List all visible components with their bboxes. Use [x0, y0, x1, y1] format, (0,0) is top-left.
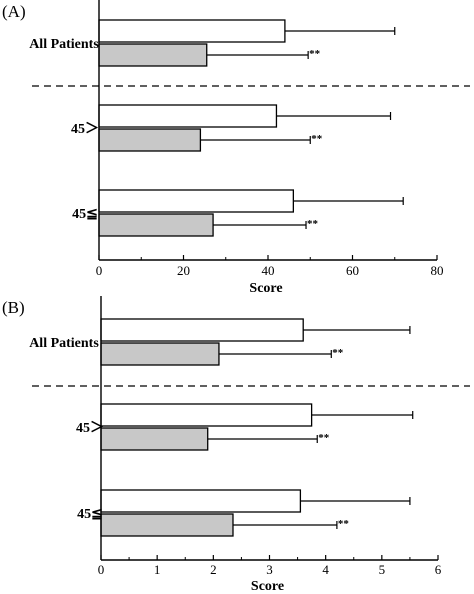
bar — [98, 19, 286, 43]
x-tick-label: 40 — [262, 263, 275, 278]
category-label: All Patients — [29, 37, 99, 52]
bar — [98, 43, 208, 67]
significance-marker: ** — [309, 48, 321, 60]
x-tick-label: 2 — [210, 562, 217, 577]
x-axis-title: Score — [249, 281, 282, 296]
significance-marker: ** — [338, 518, 350, 530]
bar — [100, 427, 209, 451]
panel-label: (B) — [2, 298, 25, 317]
bar — [100, 403, 313, 427]
significance-marker: ** — [311, 133, 323, 145]
x-tick-label: 1 — [154, 562, 161, 577]
significance-marker: ** — [318, 432, 330, 444]
chart-panel-a: (A) ** ** ** All Patients 45＞ 45≦ 0 20 40 60 80 Scor… — [2, 0, 470, 296]
x-tick-label: 0 — [98, 562, 105, 577]
panel-label: (A) — [2, 2, 26, 21]
category-label: 45≦ — [77, 507, 103, 522]
category-label: 45＞ — [71, 122, 99, 137]
bar — [100, 318, 304, 342]
x-axis-title: Score — [251, 579, 284, 594]
bar — [100, 342, 220, 366]
x-tick-label: 0 — [96, 263, 103, 278]
category-label: 45≦ — [72, 207, 98, 222]
x-tick-label: 80 — [431, 263, 444, 278]
bar — [98, 189, 295, 213]
category-label: All Patients — [29, 336, 99, 351]
bar — [98, 104, 278, 128]
significance-marker: ** — [307, 218, 319, 230]
significance-marker: ** — [332, 347, 344, 359]
x-tick-label: 20 — [177, 263, 190, 278]
x-tick-label: 4 — [322, 562, 329, 577]
bar — [98, 128, 202, 152]
x-tick-label: 5 — [379, 562, 386, 577]
category-label: 45＞ — [76, 421, 104, 436]
chart-panel-b: (B) ** ** ** All Patients 45＞ 45≦ 0 1 2 3 4 5 6 Score — [2, 296, 470, 594]
bar — [100, 513, 234, 537]
x-tick-label: 60 — [346, 263, 359, 278]
bar — [100, 489, 302, 513]
x-tick-label: 3 — [266, 562, 273, 577]
x-tick-label: 6 — [435, 562, 442, 577]
bar — [98, 213, 214, 237]
